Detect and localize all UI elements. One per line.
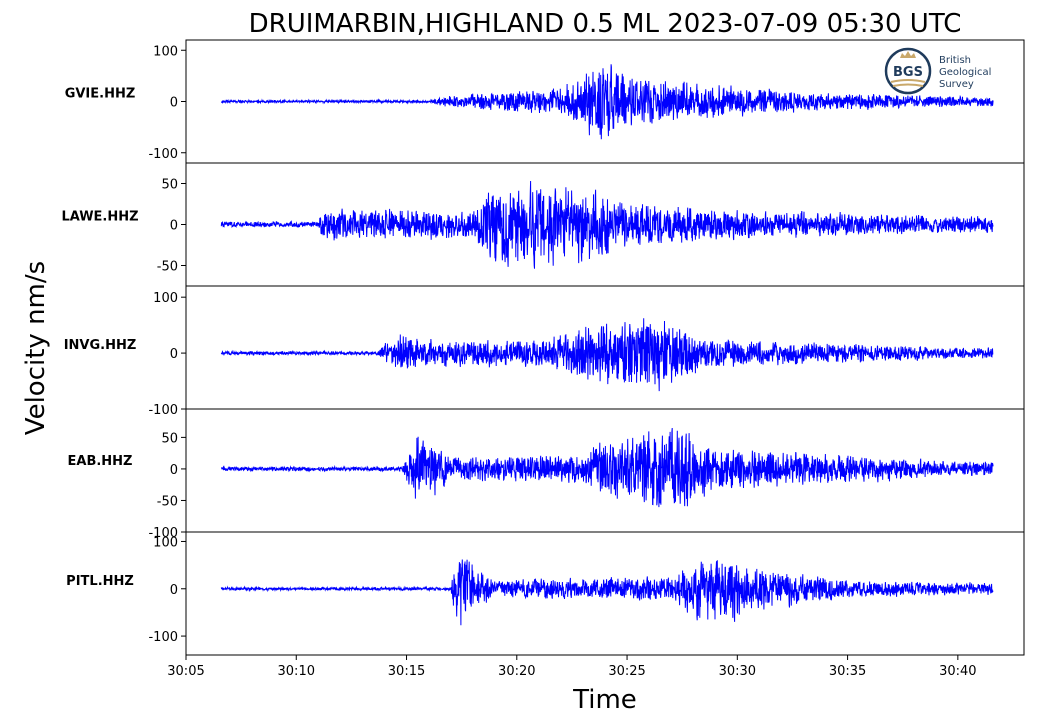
y-tick-label: 50 [161,178,178,193]
station-label: EAB.HHZ [68,454,133,469]
y-tick-label: 0 [170,583,178,598]
bgs-logo: BGS British Geological Survey [884,47,991,95]
y-tick-label: 100 [153,535,178,550]
y-tick-label: -100 [148,526,178,541]
logo-circle [884,47,932,95]
waveform-trace [220,318,994,392]
x-axis-label: Time [572,685,637,715]
y-tick-label: -50 [157,494,178,509]
y-axis-label: Velocity nm/s [21,261,51,435]
logo-line-1: British [939,55,971,66]
station-label: PITL.HHZ [66,574,134,589]
y-tick-label: 100 [153,44,178,59]
logo-wave [892,83,924,87]
y-tick-label: 0 [170,347,178,362]
y-tick-label: 50 [161,431,178,446]
y-tick-label: -50 [157,260,178,275]
x-tick-label: 30:30 [719,664,756,679]
waveform-trace [220,559,994,626]
station-label: INVG.HHZ [64,338,137,353]
station-label: GVIE.HHZ [65,87,136,102]
y-tick-label: 100 [153,291,178,306]
x-tick-label: 30:05 [167,664,204,679]
y-tick-label: 0 [170,96,178,111]
seismogram-panel: 100 0 -100 INVG.HHZ [64,285,1025,418]
y-tick-label: -100 [148,630,178,645]
seismogram-panel: 50 0 -50 LAWE.HHZ [61,162,1025,287]
y-tick-label: -100 [148,403,178,418]
logo-wave [890,79,926,83]
station-label: LAWE.HHZ [61,210,138,225]
seismogram-panel: 100 0 -100 GVIE.HHZ [65,39,1025,164]
seismogram-panel: 100 0 -100 PITL.HHZ [66,531,1025,656]
x-tick-label: 30:15 [388,664,425,679]
logo-line-2: Geological [939,67,991,78]
x-axis: 30:05 30:10 30:15 30:20 30:25 30:30 30:35 30:40 [167,655,977,679]
seismogram-panel: 50 0 -50 -100 EAB.HHZ [68,408,1025,541]
x-tick-label: 30:10 [278,664,315,679]
logo-mark: BGS [893,65,923,80]
crown-icon [900,51,916,58]
waveform-trace [220,180,994,269]
waveform-trace [220,64,994,140]
panels: 100 0 -100 GVIE.HHZ 50 0 -50 LAWE.HHZ 100 0 -100 IN… [61,39,1025,656]
x-tick-label: 30:25 [608,664,645,679]
y-tick-label: 0 [170,219,178,234]
logo-line-3: Survey [939,79,974,90]
y-tick-label: -100 [148,147,178,162]
x-tick-label: 30:35 [829,664,866,679]
waveform-trace [221,427,994,508]
y-tick-label: 0 [170,463,178,478]
x-tick-label: 30:20 [498,664,535,679]
chart-title: DRUIMARBIN,HIGHLAND 0.5 ML 2023-07-09 05… [249,9,962,39]
panel-frame [185,531,1025,656]
x-tick-label: 30:40 [939,664,976,679]
